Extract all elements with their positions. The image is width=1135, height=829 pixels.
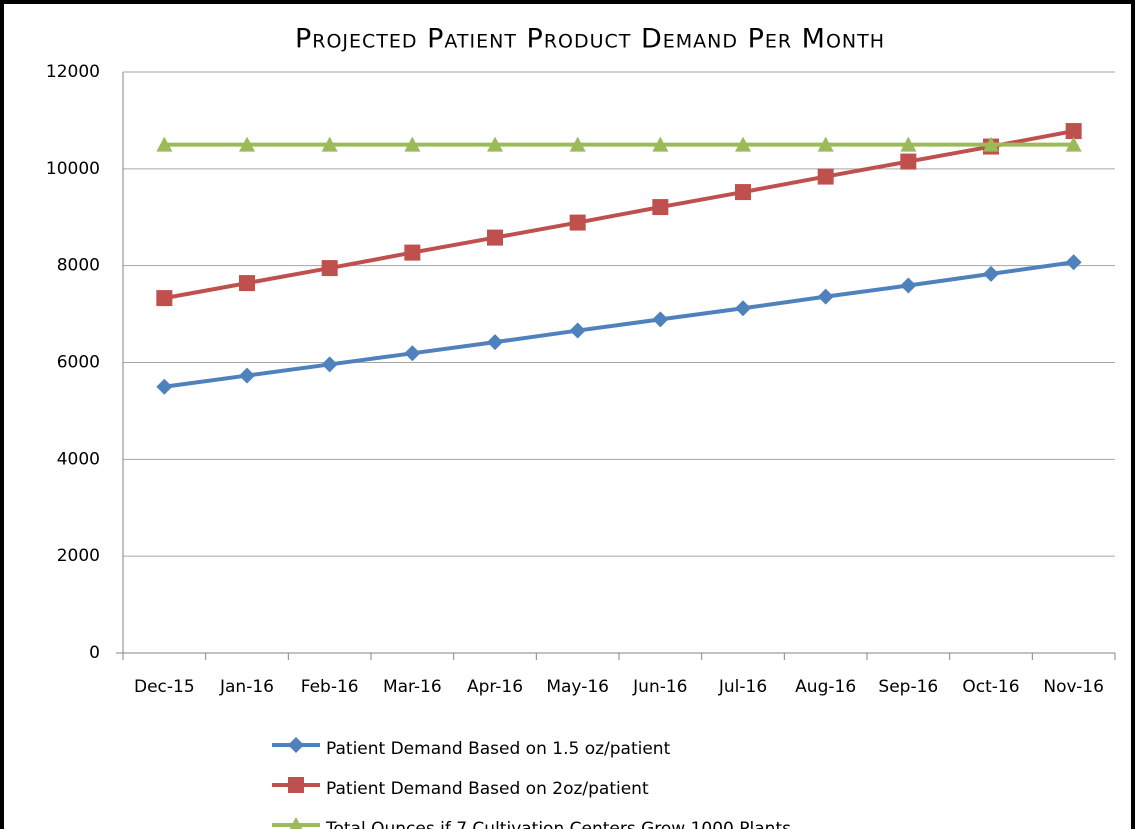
legend-label: Total Ounces if 7 Cultivation Centers Gr…	[325, 819, 791, 829]
marker-triangle	[1065, 136, 1082, 152]
marker-diamond	[487, 334, 503, 351]
frame-top	[0, 0, 1135, 4]
frame-left	[0, 0, 4, 829]
marker-square	[900, 153, 917, 170]
marker-triangle	[652, 136, 669, 152]
chart-title: Projected Patient Product Demand Per Mon…	[295, 24, 885, 55]
marker-square	[404, 244, 421, 261]
marker-diamond	[404, 345, 421, 362]
marker-square	[239, 275, 255, 292]
x-tick-label: Apr-16	[467, 677, 523, 697]
legend-label: Patient Demand Based on 2oz/patient	[326, 779, 649, 799]
x-tick-label: May-16	[546, 677, 609, 697]
y-tick-label: 10000	[46, 159, 100, 179]
marker-triangle	[569, 136, 586, 152]
y-tick-label: 2000	[57, 546, 100, 566]
x-tick-label: Dec-15	[134, 677, 195, 697]
y-tick-label: 0	[89, 643, 100, 663]
x-tick-label: Jan-16	[219, 677, 274, 697]
marker-square	[1065, 123, 1082, 140]
x-tick-label: Sep-16	[878, 677, 938, 697]
marker-diamond	[239, 367, 255, 384]
marker-triangle	[289, 817, 303, 829]
y-tick-label: 12000	[46, 62, 100, 82]
marker-triangle	[817, 136, 834, 152]
x-tick-label: Aug-16	[795, 677, 856, 697]
marker-square	[735, 184, 751, 201]
frame-right	[1131, 0, 1135, 829]
x-tick-label: Jul-16	[718, 677, 767, 697]
series-line	[164, 260, 1074, 389]
x-tick-label: Oct-16	[962, 677, 1019, 697]
marker-triangle	[900, 136, 917, 152]
marker-triangle	[735, 136, 751, 152]
marker-square	[321, 260, 338, 277]
marker-triangle	[983, 136, 999, 152]
y-tick-label: 4000	[57, 449, 100, 469]
marker-square	[569, 214, 586, 231]
marker-diamond	[321, 356, 338, 373]
marker-diamond	[817, 288, 834, 305]
marker-triangle	[321, 136, 338, 152]
marker-diamond	[1065, 254, 1082, 271]
marker-diamond	[156, 378, 173, 395]
y-tick-label: 6000	[57, 353, 100, 373]
marker-diamond	[900, 277, 917, 294]
x-tick-label: Mar-16	[383, 677, 442, 697]
marker-triangle	[404, 136, 421, 152]
x-tick-label: Feb-16	[301, 677, 359, 697]
x-tick-label: Jun-16	[632, 677, 687, 697]
marker-diamond	[735, 300, 751, 317]
marker-diamond	[288, 737, 304, 753]
marker-square	[487, 229, 503, 246]
marker-square	[817, 168, 834, 185]
marker-square	[156, 290, 173, 307]
marker-square	[652, 199, 669, 216]
marker-triangle	[487, 136, 503, 152]
series-line	[163, 129, 1075, 301]
marker-triangle	[156, 136, 173, 152]
legend-label: Patient Demand Based on 1.5 oz/patient	[326, 739, 671, 759]
marker-diamond	[983, 265, 999, 282]
y-tick-label: 8000	[57, 256, 100, 276]
x-tick-label: Nov-16	[1043, 677, 1104, 697]
marker-diamond	[652, 311, 669, 328]
marker-square	[288, 777, 304, 793]
marker-triangle	[239, 136, 255, 152]
marker-diamond	[569, 322, 586, 339]
